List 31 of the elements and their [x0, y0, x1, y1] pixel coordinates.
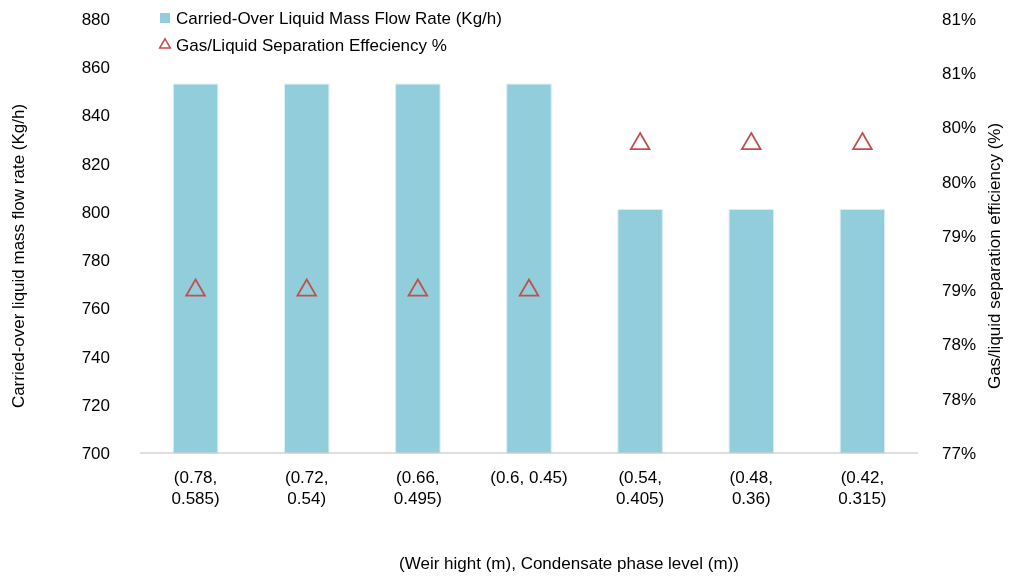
legend-label: Carried-Over Liquid Mass Flow Rate (Kg/h)	[176, 8, 502, 28]
y-tick-label: 800	[81, 202, 110, 222]
y2-tick-label: 77%	[942, 443, 977, 463]
y-tick-label: 880	[81, 9, 110, 29]
x-tick-label: (0.54, 0.405)	[616, 468, 665, 509]
x-tick-label: (0.42, 0.315)	[838, 468, 887, 509]
y2-tick-label: 81%	[942, 64, 977, 84]
y2-tick-label: 80%	[942, 118, 977, 138]
y-tick-label: 780	[81, 251, 110, 271]
y-tick-label: 820	[81, 154, 110, 174]
y-tick-label: 720	[81, 395, 110, 415]
x-tick-label: (0.72, 0.54)	[284, 468, 329, 509]
x-tick-label: (0.48, 0.36)	[729, 468, 774, 509]
y-tick-label: 760	[81, 299, 110, 319]
x-axis-title: (Weir hight (m), Condensate phase level (m))	[399, 554, 739, 573]
x-tick-label: (0.6, 0.45)	[490, 468, 568, 487]
legend-label: Gas/Liquid Separation Effeciency %	[176, 35, 447, 55]
x-tick-label: (0.78, 0.585)	[171, 468, 220, 509]
x-tick-label: (0.66, 0.495)	[393, 468, 442, 509]
y-tick-label: 840	[81, 106, 110, 126]
y-tick-label: 740	[81, 347, 110, 367]
y2-tick-label: 81%	[942, 9, 977, 29]
y2-tick-label: 79%	[942, 281, 977, 301]
y2-tick-label: 80%	[942, 172, 977, 192]
y2-axis-title: Gas/liquid separation efficiency (%)	[985, 122, 1004, 390]
y-axis-title: Carried-over liquid mass flow rate (Kg/h)	[9, 103, 28, 409]
y-tick-label: 860	[81, 58, 110, 78]
y2-tick-label: 78%	[942, 389, 977, 409]
y2-tick-label: 78%	[942, 335, 977, 355]
y-tick-label: 700	[81, 443, 110, 463]
y2-tick-label: 79%	[942, 226, 977, 246]
